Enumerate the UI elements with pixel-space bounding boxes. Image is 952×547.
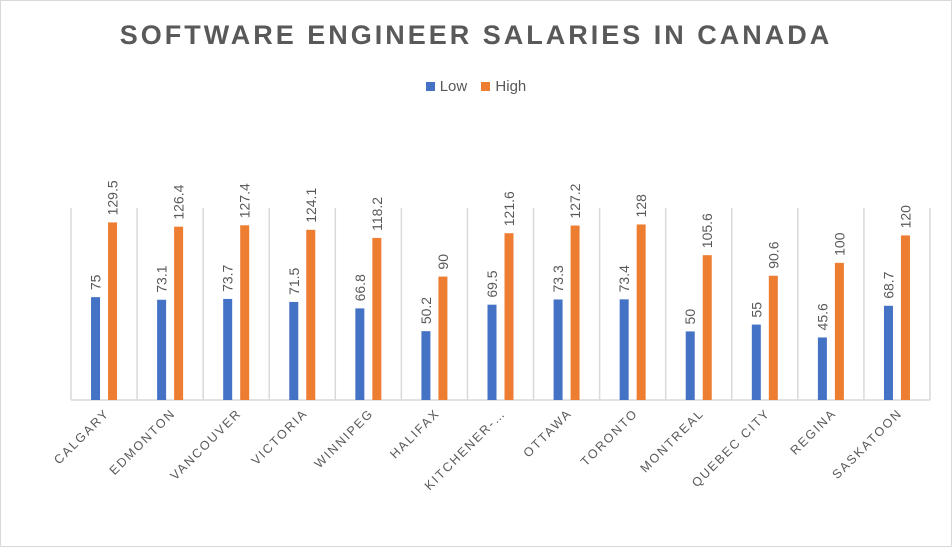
bar-low <box>421 331 431 400</box>
data-label: 126.4 <box>171 184 187 219</box>
legend-item-low: Low <box>425 78 468 95</box>
category-label: WINNIPEG <box>312 406 377 471</box>
category-label: REGINA <box>788 406 839 457</box>
category-label: VICTORIA <box>249 406 311 468</box>
data-label: 129.5 <box>105 180 121 215</box>
data-label: 45.6 <box>814 303 830 330</box>
category-label: TORONTO <box>578 406 641 469</box>
data-label: 66.8 <box>352 274 368 301</box>
category-label: EDMONTON <box>107 406 178 477</box>
bar-high <box>504 233 514 400</box>
data-label: 121.6 <box>501 191 517 226</box>
bar-high <box>702 255 712 400</box>
bar-high <box>636 224 646 400</box>
category-label: VANCOUVER <box>168 406 245 483</box>
data-label: 124.1 <box>303 188 319 223</box>
bar-low <box>883 305 893 400</box>
bar-high <box>108 222 118 400</box>
legend-item-high: High <box>481 78 526 95</box>
data-label: 127.4 <box>237 183 253 218</box>
bar-low <box>223 298 233 400</box>
legend-label-low: Low <box>439 78 468 95</box>
data-label: 127.2 <box>567 183 583 218</box>
data-label: 90.6 <box>765 241 781 268</box>
bar-low <box>685 331 695 400</box>
category-label: OTTAWA <box>521 406 575 460</box>
bar-low <box>751 324 761 400</box>
bar-high <box>900 235 910 400</box>
bar-low <box>619 299 629 400</box>
category-label: HALIFAX <box>387 406 442 461</box>
data-label: 90 <box>435 254 451 270</box>
bar-low <box>355 308 365 400</box>
bar-high <box>768 275 778 400</box>
data-label: 75 <box>88 274 104 290</box>
bar-high <box>240 225 250 400</box>
bar-high <box>438 276 448 400</box>
data-label: 73.7 <box>220 264 236 291</box>
bar-high <box>834 262 844 400</box>
data-label: 73.1 <box>154 265 170 292</box>
data-label: 128 <box>633 194 649 218</box>
data-label: 120 <box>897 205 913 229</box>
data-label: 73.4 <box>616 265 632 292</box>
bar-high <box>174 226 184 400</box>
legend-swatch-low <box>425 82 435 91</box>
legend: Low High <box>0 78 952 95</box>
data-label: 55 <box>748 302 764 318</box>
legend-swatch-high <box>481 82 491 91</box>
data-label: 50.2 <box>418 297 434 324</box>
data-label: 50 <box>682 309 698 325</box>
category-label: CALGARY <box>51 406 112 467</box>
data-label: 69.5 <box>484 270 500 297</box>
category-label: SASKATOON <box>830 406 906 482</box>
data-label: 71.5 <box>286 267 302 294</box>
bar-low <box>553 299 563 400</box>
bar-low <box>817 337 827 400</box>
legend-label-high: High <box>495 78 527 95</box>
bar-high <box>306 229 316 400</box>
data-label: 68.7 <box>880 271 896 298</box>
bar-high <box>372 237 382 400</box>
data-label: 100 <box>831 232 847 256</box>
data-label: 73.3 <box>550 265 566 292</box>
bar-low <box>487 304 497 400</box>
data-label: 105.6 <box>699 213 715 248</box>
data-label: 118.2 <box>369 197 385 231</box>
bar-high <box>570 225 580 400</box>
bar-low <box>157 299 167 400</box>
bar-low <box>91 297 101 400</box>
chart-title: SOFTWARE ENGINEER SALARIES IN CANADA <box>119 20 833 50</box>
bar-low <box>289 301 299 400</box>
category-label: MONTREAL <box>638 406 707 475</box>
